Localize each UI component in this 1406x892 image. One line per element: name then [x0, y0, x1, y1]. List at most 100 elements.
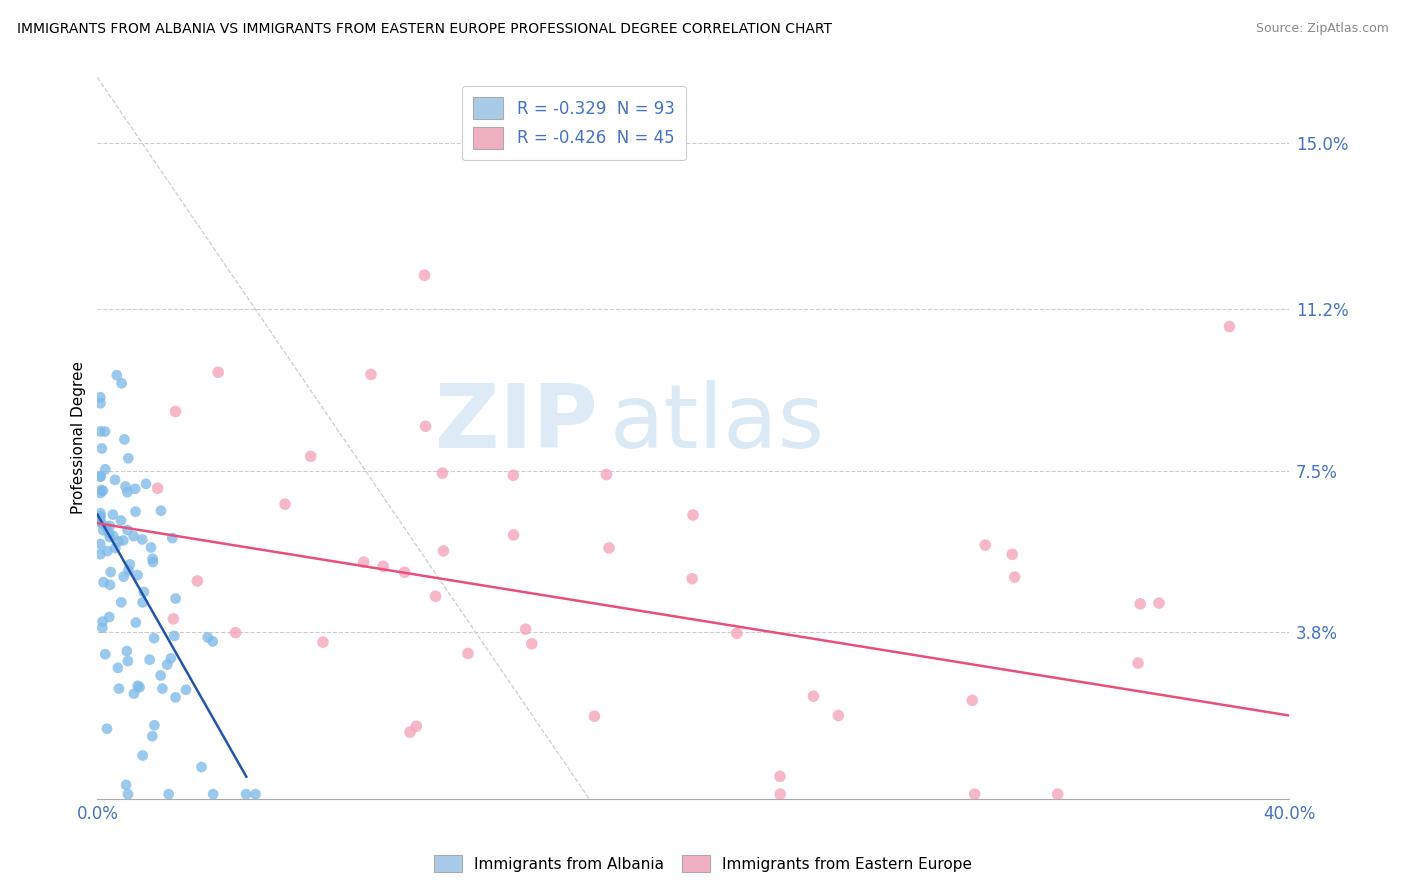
Point	[105, 368, 128, 383]
Point	[90, 442, 112, 456]
Point	[974, 538, 997, 552]
Point	[142, 551, 165, 566]
Point	[149, 668, 172, 682]
Point	[143, 718, 166, 732]
Point	[90, 483, 112, 497]
Point	[117, 523, 139, 537]
Point	[89, 425, 111, 439]
Point	[197, 631, 219, 645]
Point	[97, 525, 120, 540]
Point	[413, 268, 436, 283]
Point	[98, 519, 121, 533]
Text: atlas: atlas	[610, 380, 825, 467]
Point	[827, 708, 849, 723]
Point	[124, 505, 146, 519]
Point	[112, 533, 135, 548]
Point	[725, 626, 748, 640]
Point	[299, 450, 322, 464]
Point	[89, 506, 111, 520]
Point	[91, 523, 114, 537]
Y-axis label: Professional Degree: Professional Degree	[72, 361, 86, 515]
Point	[117, 485, 139, 500]
Point	[138, 653, 160, 667]
Legend: R = -0.329  N = 93, R = -0.426  N = 45: R = -0.329 N = 93, R = -0.426 N = 45	[461, 86, 686, 161]
Point	[457, 647, 479, 661]
Point	[225, 625, 247, 640]
Point	[98, 610, 121, 624]
Point	[682, 508, 704, 522]
Point	[1126, 656, 1149, 670]
Point	[114, 479, 136, 493]
Text: IMMIGRANTS FROM ALBANIA VS IMMIGRANTS FROM EASTERN EUROPE PROFESSIONAL DEGREE CO: IMMIGRANTS FROM ALBANIA VS IMMIGRANTS FR…	[17, 22, 832, 37]
Point	[117, 451, 139, 466]
Point	[91, 483, 114, 498]
Point	[520, 637, 543, 651]
Point	[312, 635, 335, 649]
Point	[94, 462, 117, 476]
Point	[399, 725, 422, 739]
Point	[96, 544, 118, 558]
Point	[165, 690, 187, 705]
Point	[1129, 597, 1152, 611]
Point	[405, 719, 427, 733]
Point	[769, 769, 792, 783]
Point	[96, 722, 118, 736]
Point	[371, 559, 394, 574]
Point	[127, 679, 149, 693]
Point	[142, 555, 165, 569]
Point	[157, 787, 180, 801]
Text: ZIP: ZIP	[434, 380, 598, 467]
Point	[124, 482, 146, 496]
Point	[118, 558, 141, 572]
Point	[803, 689, 825, 703]
Legend: Immigrants from Albania, Immigrants from Eastern Europe: Immigrants from Albania, Immigrants from…	[426, 847, 980, 880]
Point	[245, 787, 267, 801]
Point	[502, 528, 524, 542]
Point	[93, 575, 115, 590]
Point	[207, 365, 229, 379]
Point	[156, 657, 179, 672]
Point	[394, 566, 416, 580]
Point	[143, 631, 166, 645]
Point	[117, 563, 139, 577]
Point	[1147, 596, 1170, 610]
Point	[132, 585, 155, 599]
Point	[139, 541, 162, 555]
Point	[89, 547, 111, 561]
Point	[681, 572, 703, 586]
Point	[1001, 547, 1024, 561]
Point	[115, 778, 138, 792]
Point	[160, 651, 183, 665]
Point	[515, 622, 537, 636]
Point	[432, 466, 454, 480]
Point	[432, 544, 454, 558]
Point	[174, 682, 197, 697]
Point	[94, 647, 117, 661]
Point	[201, 634, 224, 648]
Point	[108, 681, 131, 696]
Point	[186, 574, 208, 588]
Point	[122, 529, 145, 543]
Point	[98, 530, 121, 544]
Point	[89, 396, 111, 410]
Text: Source: ZipAtlas.com: Source: ZipAtlas.com	[1256, 22, 1389, 36]
Point	[162, 531, 184, 545]
Point	[117, 787, 139, 801]
Point	[165, 591, 187, 606]
Point	[89, 510, 111, 524]
Point	[131, 533, 153, 547]
Point	[135, 476, 157, 491]
Point	[107, 661, 129, 675]
Point	[107, 534, 129, 549]
Point	[110, 514, 132, 528]
Point	[1218, 319, 1240, 334]
Point	[583, 709, 606, 723]
Point	[1046, 787, 1069, 801]
Point	[89, 486, 111, 500]
Point	[122, 687, 145, 701]
Point	[89, 509, 111, 524]
Point	[112, 569, 135, 583]
Point	[89, 469, 111, 483]
Point	[146, 481, 169, 495]
Point	[150, 504, 173, 518]
